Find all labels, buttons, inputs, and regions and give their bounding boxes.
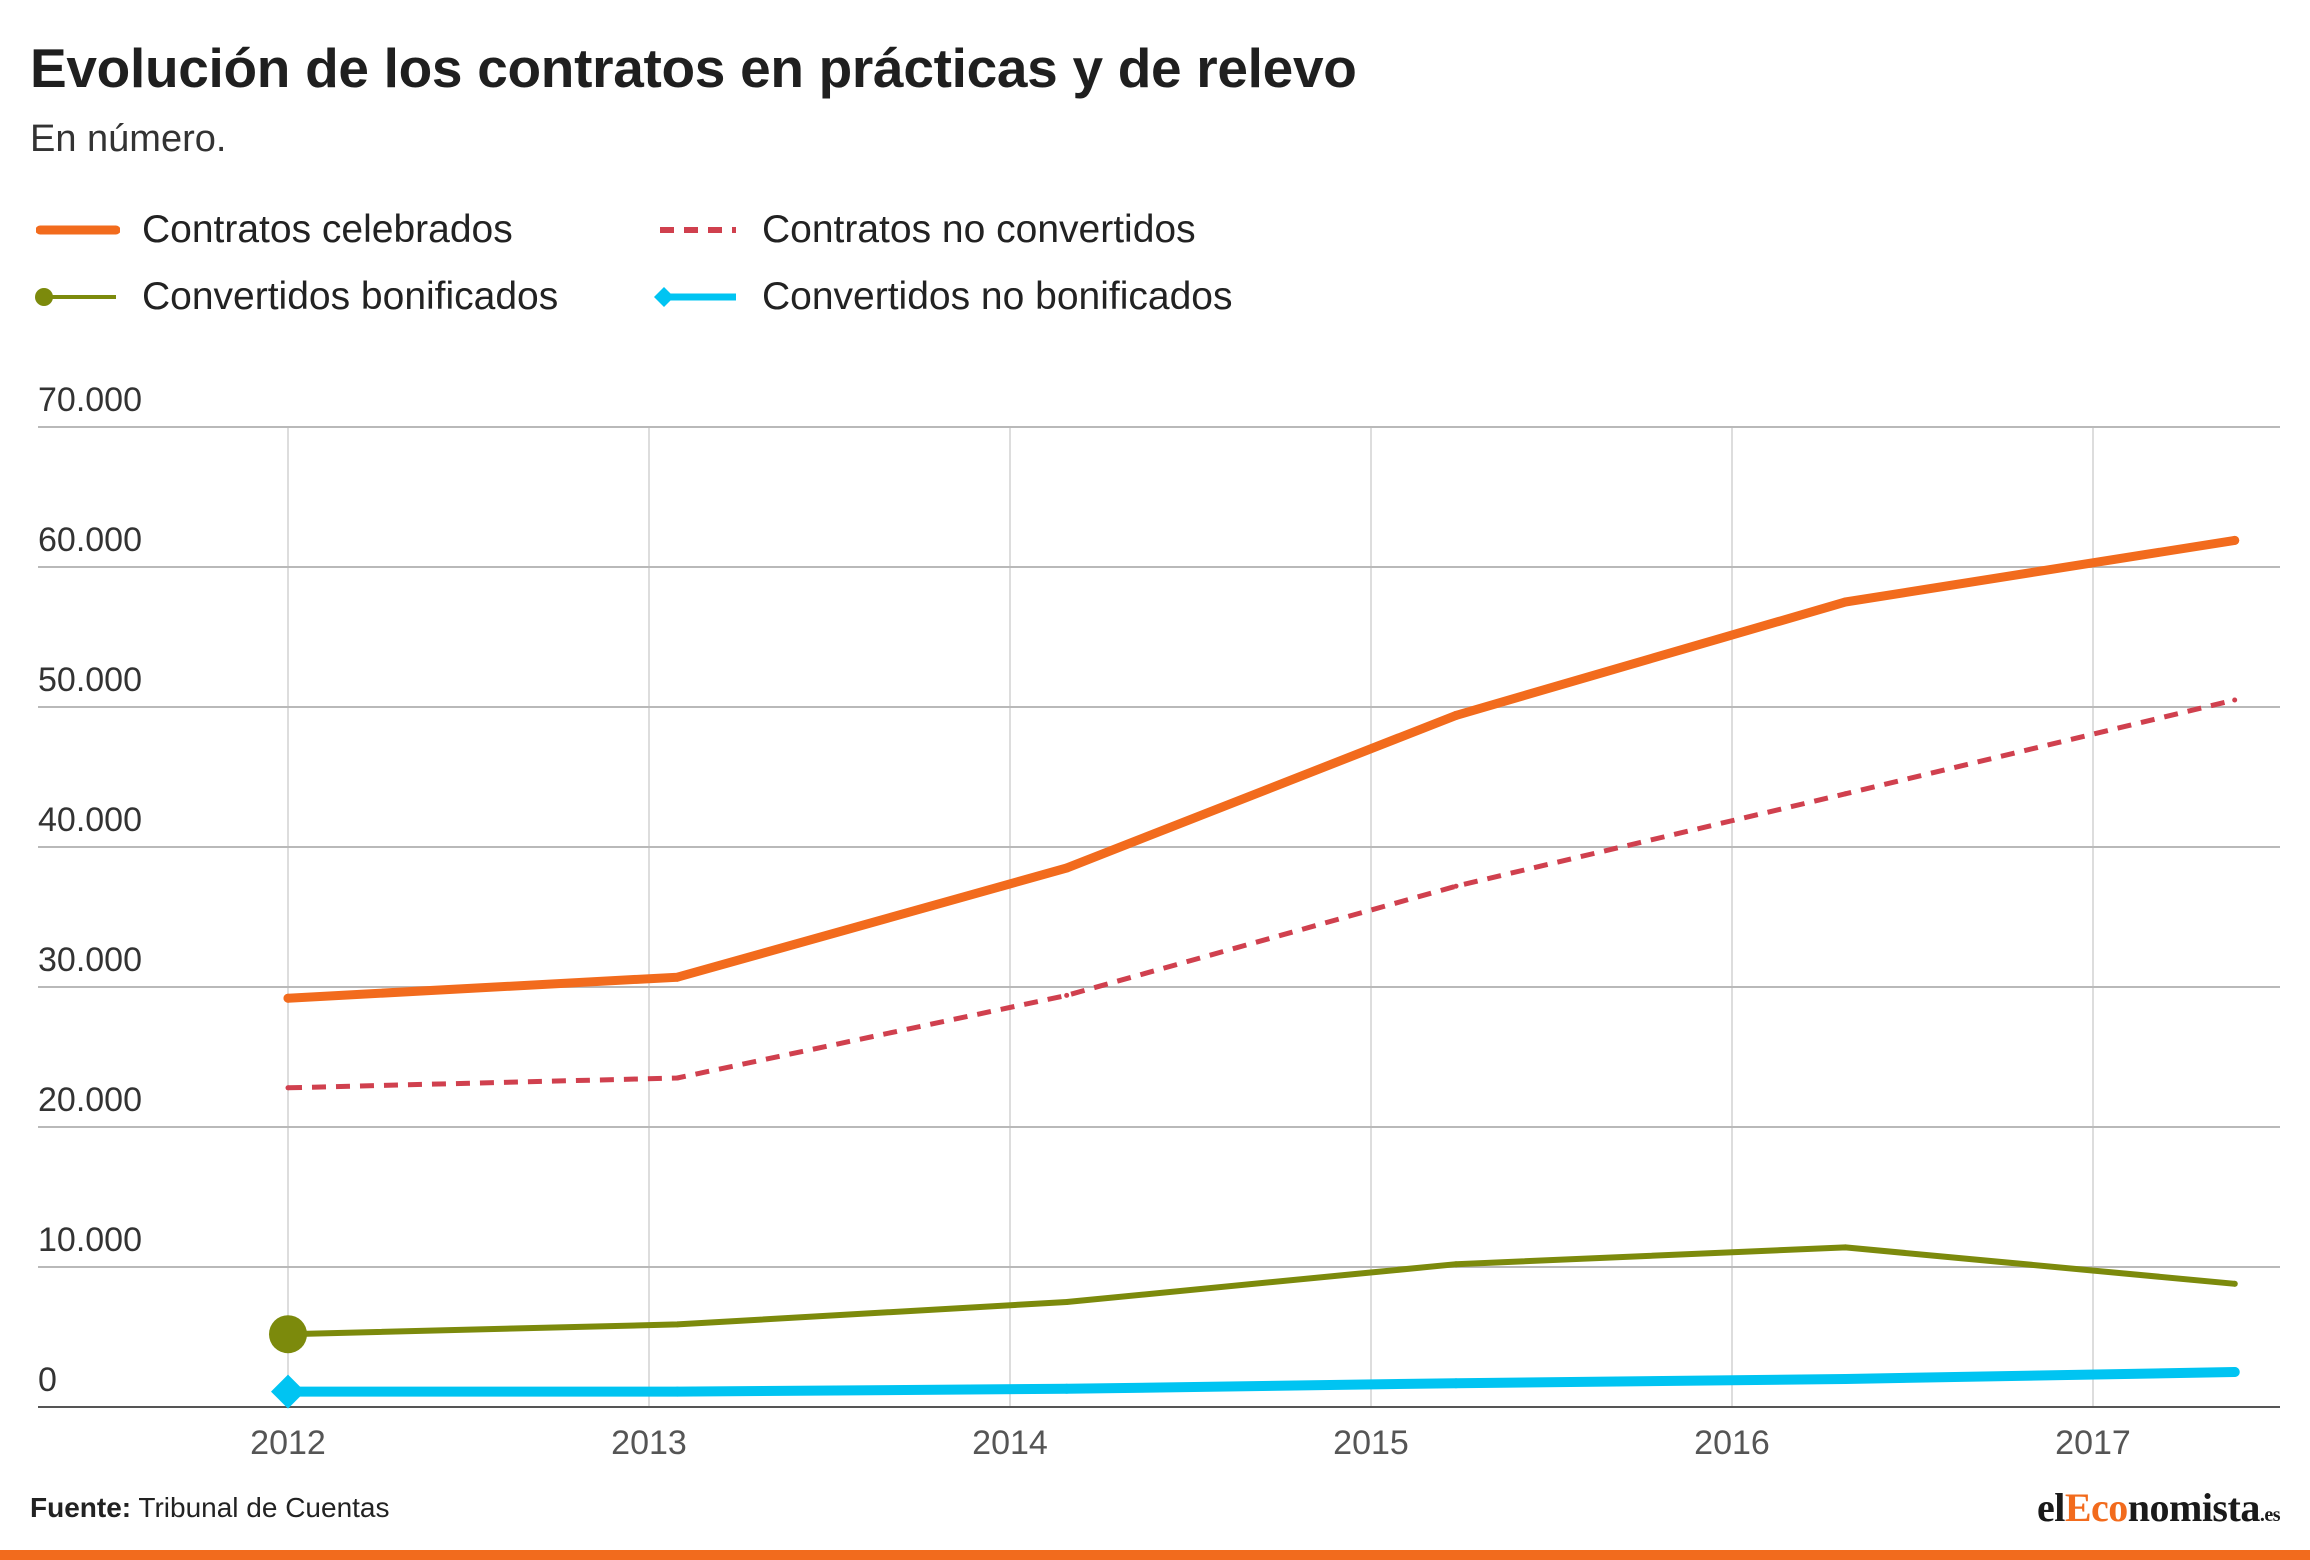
- legend-label: Convertidos bonificados: [142, 275, 559, 318]
- y-tick-label: 50.000: [38, 661, 142, 699]
- series-0-point: [2230, 535, 2240, 545]
- series-2-point: [269, 1315, 307, 1354]
- series-2-point: [2231, 1280, 2238, 1287]
- x-tick-label: 2013: [611, 1424, 687, 1462]
- x-tick-label: 2015: [1333, 1424, 1409, 1462]
- legend-swatch-diamond-cyan: [654, 287, 736, 307]
- series-0-point: [1840, 597, 1850, 607]
- series-0-point: [1062, 863, 1072, 873]
- series-0-point: [283, 993, 293, 1003]
- series-3-point: [1061, 1383, 1072, 1394]
- series-1-point: [1453, 883, 1459, 889]
- line-chart: 0 10.000 20.000 30.000 40.000 50.000 60.000 70.…: [38, 381, 2280, 1462]
- y-tick-label: 60.000: [38, 521, 142, 559]
- legend-item-convertidos-bonificados: Convertidos bonificados: [30, 272, 558, 322]
- chart-title: Evolución de los contratos en prácticas …: [30, 37, 1357, 99]
- bottom-accent-bar: [0, 1550, 2310, 1560]
- series-line-3: [283, 1367, 2240, 1397]
- source-label: Fuente:: [30, 1492, 132, 1523]
- series-1-point: [285, 1085, 291, 1091]
- chart-subtitle: En número.: [30, 118, 227, 160]
- legend-label: Contratos no convertidos: [762, 208, 1196, 251]
- y-tick-label: 30.000: [38, 941, 142, 979]
- series-1-point: [1064, 992, 1070, 998]
- series-3-point: [672, 1386, 683, 1397]
- series-1-point: [674, 1075, 680, 1081]
- brand-tld: .es: [2259, 1504, 2281, 1526]
- legend-label: Contratos celebrados: [142, 208, 513, 251]
- series-1-point: [2232, 697, 2238, 703]
- brand-part: el: [2036, 1485, 2065, 1530]
- source-text: Tribunal de Cuentas: [138, 1492, 390, 1523]
- series-2-point: [1453, 1261, 1460, 1268]
- series-line-1: [287, 697, 2236, 1091]
- y-tick-label: 10.000: [38, 1221, 142, 1259]
- y-tick-label: 20.000: [38, 1081, 142, 1119]
- legend-item-convertidos-no-bonificados: Convertidos no bonificados: [650, 272, 1232, 322]
- brand-part-accent: Eco: [2064, 1485, 2128, 1530]
- x-tick-label: 2016: [1694, 1424, 1770, 1462]
- series-3-point: [271, 1374, 305, 1409]
- legend-item-contratos-no-convertidos: Contratos no convertidos: [656, 205, 1196, 255]
- legend-swatch-circle-olive: [35, 288, 116, 306]
- series-0-point: [672, 972, 682, 982]
- series-3-point: [2229, 1367, 2240, 1377]
- series-0-point: [1451, 710, 1461, 720]
- y-tick-label: 70.000: [38, 381, 142, 419]
- y-tick-label: 40.000: [38, 801, 142, 839]
- brand-logo: elEconomista.es: [2036, 1484, 2281, 1531]
- series-2-point: [674, 1321, 681, 1328]
- series-line-0: [283, 535, 2240, 1003]
- x-tick-label: 2012: [250, 1424, 326, 1462]
- series-line-2: [285, 1244, 2238, 1338]
- series-3-point: [1840, 1374, 1851, 1384]
- y-tick-label: 0: [38, 1361, 57, 1399]
- series-1-point: [1842, 791, 1848, 797]
- legend-label: Convertidos no bonificados: [762, 275, 1233, 318]
- brand-part: nomista: [2127, 1485, 2261, 1530]
- legend-swatch-dashed-red: [660, 227, 736, 233]
- series-2-point: [1842, 1244, 1849, 1251]
- legend-item-contratos-celebrados: Contratos celebrados: [36, 205, 513, 255]
- series-3-point: [1451, 1378, 1462, 1389]
- series-2-point: [1063, 1299, 1070, 1305]
- x-tick-label: 2014: [972, 1424, 1048, 1462]
- source-note: Fuente: Tribunal de Cuentas: [30, 1492, 390, 1524]
- x-tick-label: 2017: [2055, 1424, 2131, 1462]
- legend-swatch-solid-orange: [36, 225, 120, 235]
